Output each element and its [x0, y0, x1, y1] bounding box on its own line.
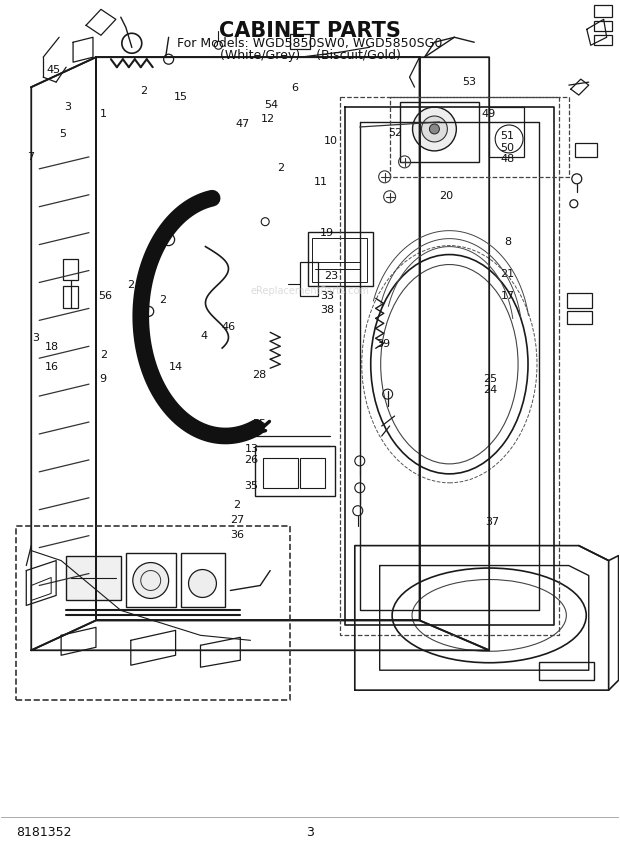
Text: 54: 54	[265, 100, 279, 110]
Text: (White/Grey)    (Biscuit/Gold): (White/Grey) (Biscuit/Gold)	[219, 50, 401, 62]
Text: 2: 2	[159, 295, 167, 305]
Bar	[66, 556, 121, 600]
Text: 25: 25	[483, 373, 497, 383]
Bar	[489, 107, 524, 157]
Text: 1: 1	[100, 109, 107, 119]
Bar	[539, 663, 594, 681]
Text: 52: 52	[388, 128, 402, 138]
Bar	[63, 259, 78, 281]
Bar	[180, 553, 226, 608]
Bar	[312, 238, 367, 282]
Text: 50: 50	[500, 143, 515, 153]
Text: 55: 55	[252, 419, 267, 429]
Text: 46: 46	[221, 323, 236, 332]
Text: 51: 51	[500, 131, 515, 141]
Text: 9: 9	[100, 373, 107, 383]
Text: 27: 27	[230, 515, 244, 525]
Text: 19: 19	[320, 229, 334, 239]
Text: 28: 28	[252, 370, 267, 380]
Circle shape	[422, 116, 448, 142]
Text: 3: 3	[64, 102, 71, 112]
Bar	[63, 287, 78, 308]
Bar	[567, 294, 591, 308]
Bar	[264, 458, 298, 488]
Text: 26: 26	[244, 455, 259, 466]
Text: 36: 36	[230, 530, 244, 539]
Text: 2: 2	[100, 350, 107, 360]
Text: 38: 38	[320, 306, 334, 315]
Bar	[594, 35, 612, 45]
Bar	[300, 458, 325, 488]
Text: 53: 53	[463, 76, 476, 86]
Text: eReplacementParts.com: eReplacementParts.com	[250, 287, 370, 296]
Bar	[308, 232, 373, 287]
Text: 33: 33	[321, 291, 334, 300]
Bar	[126, 553, 175, 608]
Text: 2: 2	[234, 500, 241, 510]
Text: 3: 3	[306, 826, 314, 839]
Text: 18: 18	[45, 342, 59, 352]
Text: 21: 21	[500, 270, 515, 279]
Text: 8: 8	[504, 237, 511, 247]
Text: 2: 2	[128, 280, 135, 289]
Circle shape	[133, 562, 169, 598]
Text: 14: 14	[169, 361, 182, 372]
Text: 35: 35	[244, 481, 259, 491]
Bar	[290, 34, 310, 50]
Text: 13: 13	[244, 444, 259, 455]
Bar	[594, 5, 612, 17]
Text: 7: 7	[27, 152, 35, 162]
Text: 37: 37	[485, 517, 499, 526]
Text: 3: 3	[32, 333, 39, 343]
Text: 2: 2	[140, 86, 147, 96]
Text: 11: 11	[314, 177, 328, 187]
Bar	[255, 446, 335, 496]
Text: 16: 16	[45, 361, 59, 372]
Circle shape	[412, 107, 456, 151]
Circle shape	[430, 124, 440, 134]
Text: 20: 20	[439, 191, 453, 201]
Text: 47: 47	[235, 119, 249, 129]
Text: 45: 45	[46, 65, 61, 74]
Text: 8181352: 8181352	[16, 826, 72, 839]
Text: 2: 2	[277, 163, 285, 173]
Text: 23: 23	[324, 271, 339, 281]
Bar	[400, 102, 479, 162]
Text: 10: 10	[324, 136, 337, 146]
Text: 49: 49	[482, 109, 496, 119]
Text: 48: 48	[500, 154, 515, 164]
Bar	[594, 21, 612, 32]
Bar	[567, 312, 591, 324]
Text: 6: 6	[291, 83, 298, 93]
Bar	[300, 262, 318, 296]
Circle shape	[188, 569, 216, 597]
Text: 5: 5	[60, 128, 66, 139]
Bar	[575, 143, 596, 157]
Text: 4: 4	[200, 331, 208, 341]
Text: 12: 12	[261, 114, 275, 124]
Text: 56: 56	[98, 291, 112, 300]
Text: 15: 15	[174, 92, 187, 102]
Text: 24: 24	[483, 384, 497, 395]
Text: For Models: WGD5850SW0, WGD5850SG0: For Models: WGD5850SW0, WGD5850SG0	[177, 38, 443, 51]
Text: 39: 39	[376, 339, 390, 349]
Text: 17: 17	[500, 291, 515, 300]
Text: CABINET PARTS: CABINET PARTS	[219, 21, 401, 41]
